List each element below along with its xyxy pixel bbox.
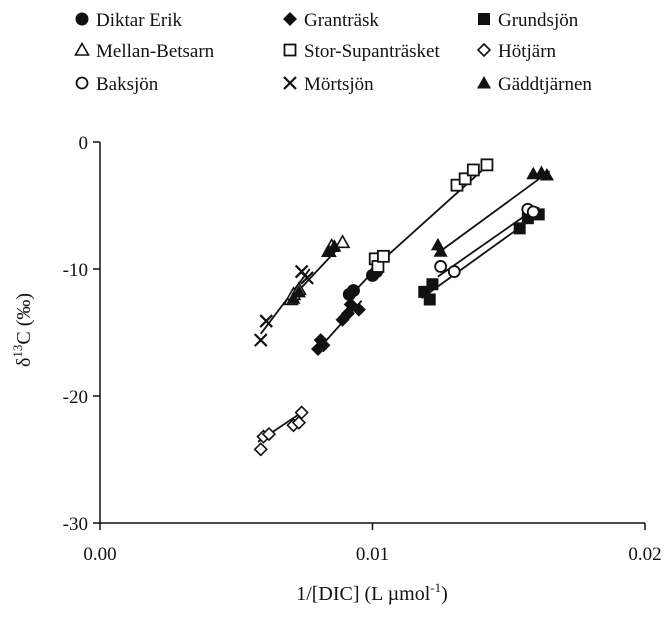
legend-label: Gäddtjärnen bbox=[498, 74, 592, 95]
point-grundsjon bbox=[423, 293, 436, 306]
point-gaddtjarnen bbox=[433, 244, 448, 257]
x-axis-label: 1/[DIC] (L µmol-1) bbox=[296, 580, 448, 605]
x-tick-label: 0.02 bbox=[628, 544, 661, 565]
legend-item-mellan-betsarn: Mellan-Betsarn bbox=[74, 41, 215, 62]
legend-label: Mellan-Betsarn bbox=[96, 41, 215, 62]
point-hotjarn bbox=[253, 442, 268, 457]
legend-label: Granträsk bbox=[304, 10, 379, 31]
point-diktar-erik bbox=[346, 284, 360, 298]
legend-label: Baksjön bbox=[96, 74, 159, 95]
y-tick-label: 0 bbox=[79, 133, 89, 154]
legend-marker-grundsjon bbox=[478, 13, 490, 25]
legend: Diktar Erik Granträsk Grundsjön Mellan-Bets… bbox=[74, 10, 592, 95]
point-mortsjon bbox=[253, 333, 268, 347]
legend-label: Stor-Supanträsket bbox=[304, 41, 440, 62]
point-gaddtjarnen bbox=[327, 239, 342, 252]
point-stor-supantrasket bbox=[458, 172, 472, 186]
y-tick-label: -20 bbox=[63, 387, 88, 408]
data-points bbox=[253, 158, 554, 457]
legend-label: Diktar Erik bbox=[96, 10, 183, 31]
point-stor-supantrasket bbox=[376, 249, 390, 263]
point-grundsjon bbox=[426, 278, 439, 291]
point-mellan-betsarn bbox=[334, 234, 351, 249]
point-baksjon bbox=[526, 205, 540, 219]
legend-marker-diktar-erik bbox=[75, 12, 89, 26]
point-baksjon bbox=[434, 260, 448, 273]
legend-label: Mörtsjön bbox=[304, 74, 374, 95]
legend-marker-hotjarn bbox=[476, 42, 492, 58]
point-hotjarn bbox=[261, 426, 277, 442]
point-hotjarn bbox=[291, 415, 307, 430]
point-grantrask bbox=[316, 338, 331, 353]
point-mortsjon bbox=[300, 271, 314, 285]
legend-item-grundsjon: Grundsjön bbox=[478, 10, 579, 31]
legend-marker-gaddtjarnen bbox=[477, 76, 491, 89]
point-stor-supantrasket bbox=[466, 163, 480, 177]
fit-line-gaddtjarnen bbox=[434, 170, 551, 256]
legend-item-baksjon: Baksjön bbox=[75, 74, 159, 95]
legend-item-gaddtjarnen: Gäddtjärnen bbox=[477, 74, 592, 95]
legend-marker-mellan-betsarn bbox=[74, 41, 90, 56]
legend-marker-stor-supantrasket bbox=[283, 43, 297, 57]
axes: -30 -20 -10 0 0.00 0.01 0.02 bbox=[63, 133, 662, 565]
x-tick-label: 0.00 bbox=[83, 544, 116, 565]
legend-marker-mortsjon bbox=[283, 76, 297, 90]
legend-marker-grantrask bbox=[283, 12, 297, 26]
point-hotjarn bbox=[294, 405, 309, 420]
point-gaddtjarnen bbox=[291, 284, 306, 298]
legend-label: Hötjärn bbox=[498, 41, 557, 62]
y-tick-label: -30 bbox=[63, 514, 88, 535]
point-mortsjon bbox=[259, 314, 274, 328]
legend-item-diktar-erik: Diktar Erik bbox=[75, 10, 183, 31]
legend-item-grantrask: Granträsk bbox=[283, 10, 379, 31]
point-grantrask bbox=[351, 302, 366, 317]
legend-marker-baksjon bbox=[75, 76, 89, 90]
x-tick-label: 0.01 bbox=[356, 544, 389, 565]
legend-item-hotjarn: Hötjärn bbox=[476, 41, 557, 62]
legend-label: Grundsjön bbox=[498, 10, 579, 31]
point-baksjon bbox=[447, 265, 461, 278]
legend-item-stor-supantrasket: Stor-Supanträsket bbox=[283, 41, 440, 62]
point-grundsjon bbox=[513, 222, 526, 235]
point-gaddtjarnen bbox=[539, 168, 554, 181]
point-stor-supantrasket bbox=[480, 158, 494, 172]
legend-item-mortsjon: Mörtsjön bbox=[283, 74, 374, 95]
fit-lines bbox=[257, 162, 551, 443]
y-axis-label: δ13C (‰) bbox=[10, 293, 35, 367]
y-tick-label: -10 bbox=[63, 260, 88, 281]
point-gaddtjarnen bbox=[286, 291, 301, 304]
